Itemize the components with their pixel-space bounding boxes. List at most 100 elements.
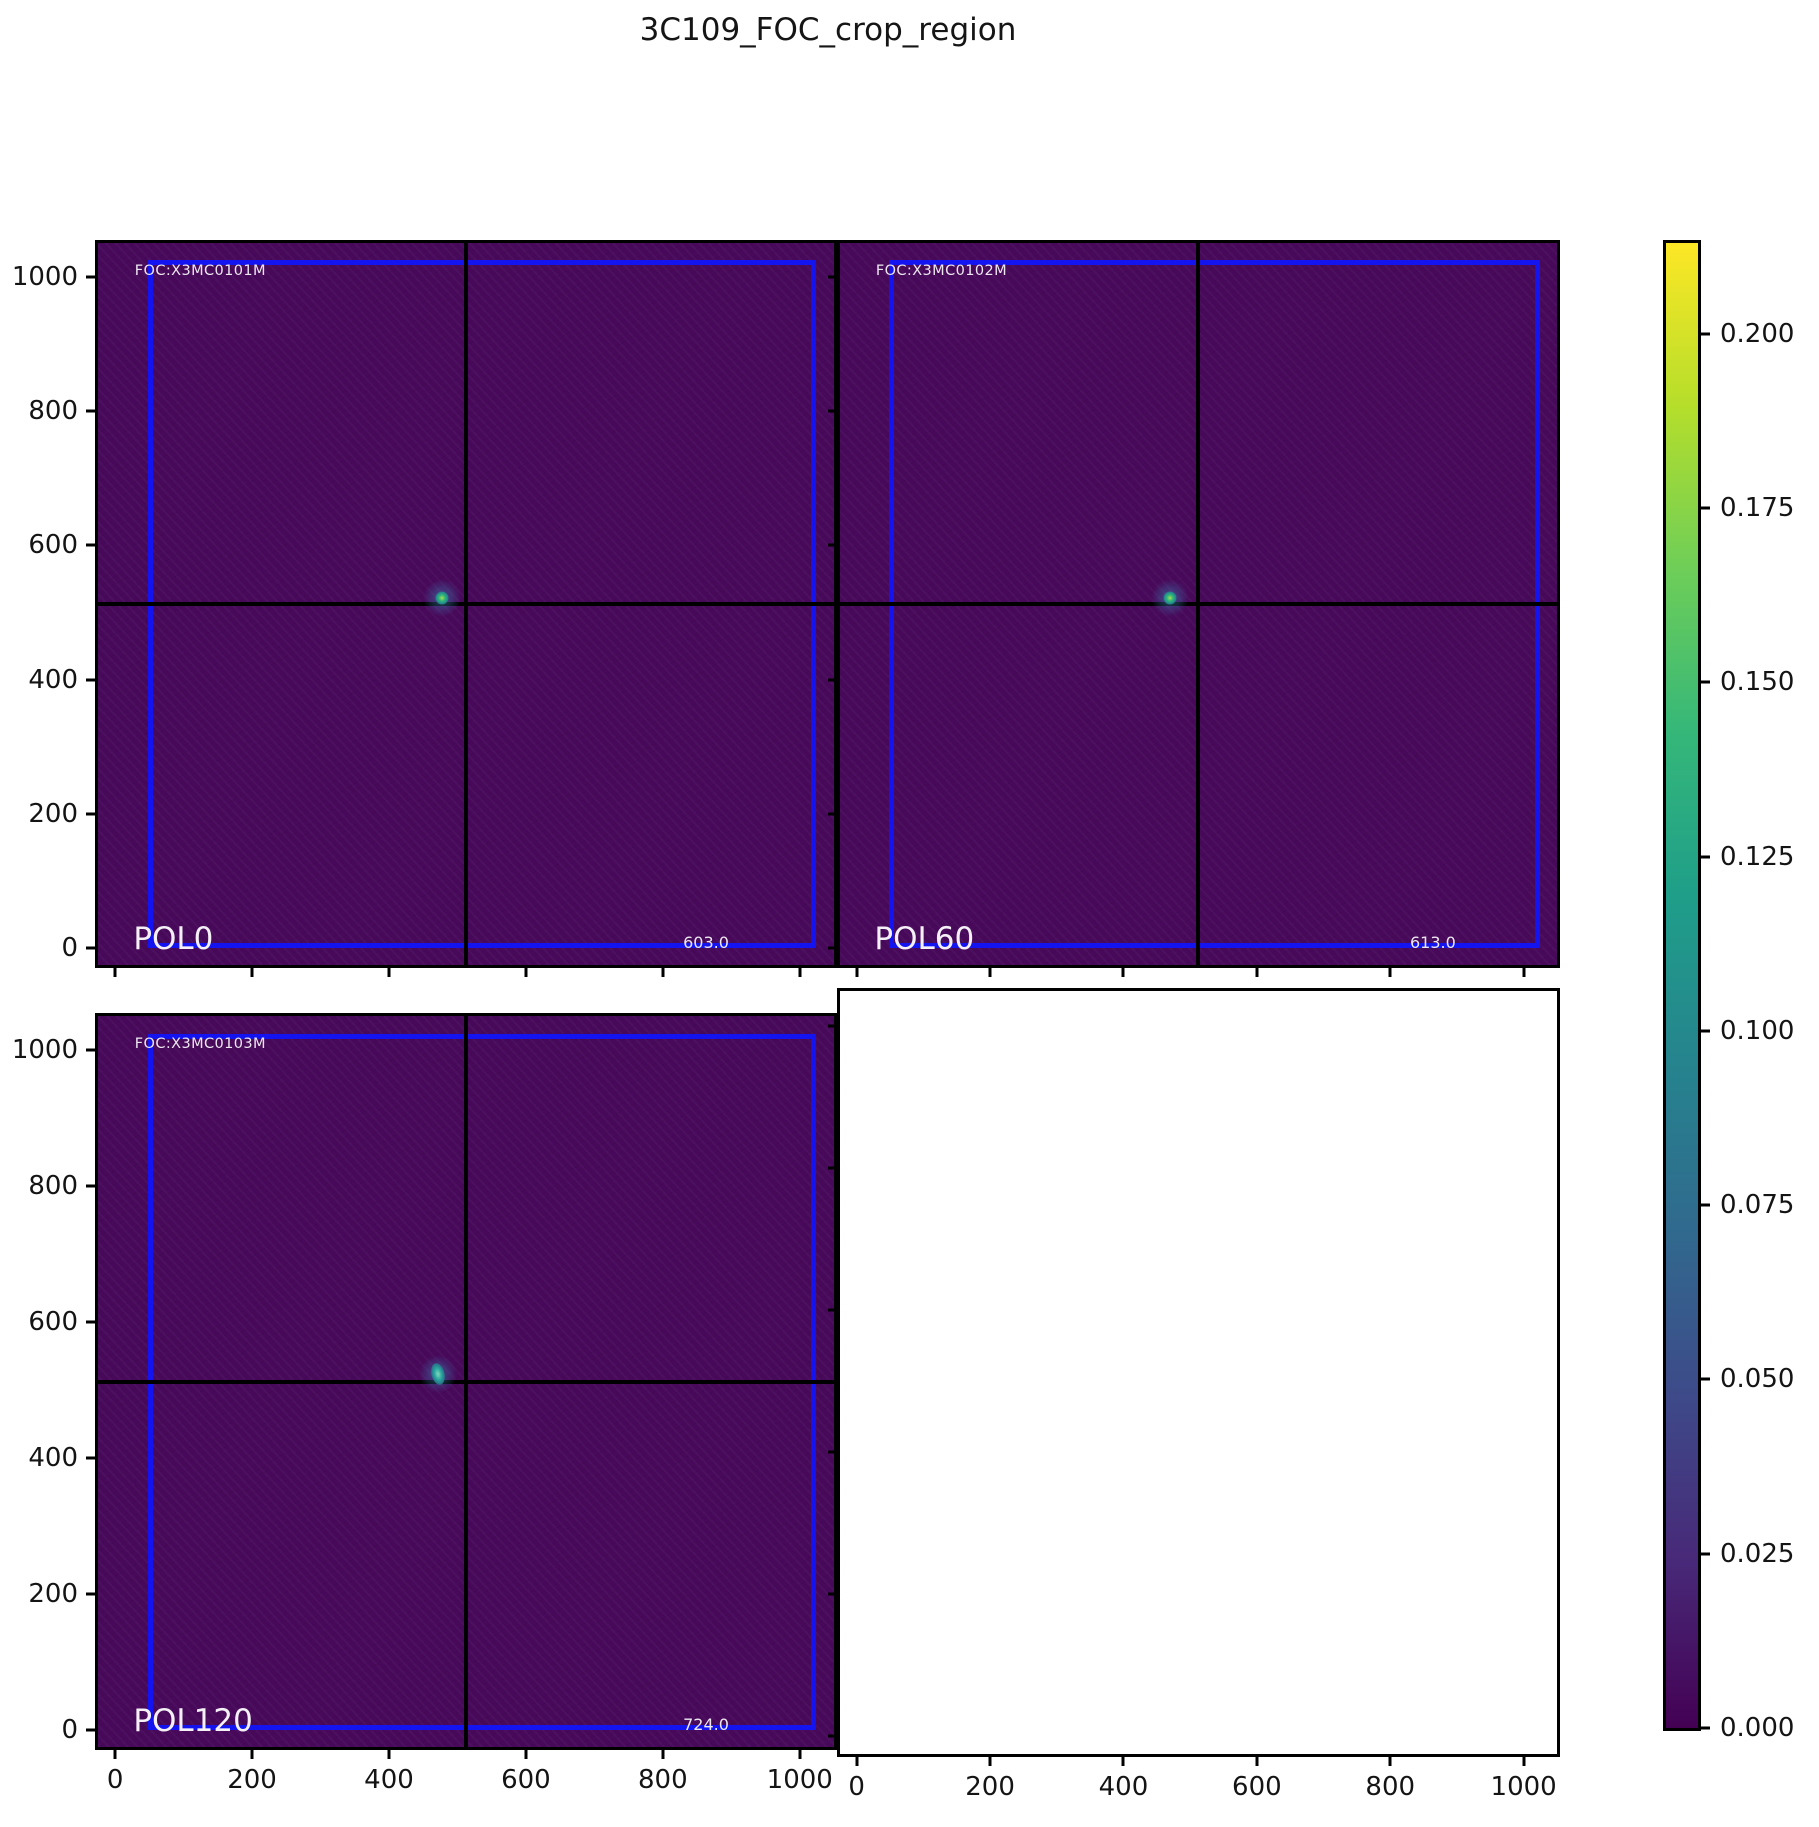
colorbar-tick [1698,506,1710,510]
x-axis-tick-label: 800 [638,1765,688,1795]
x-axis-tick [798,1747,802,1759]
x-axis-tick [855,965,859,977]
panel-pol120: FOC:X3MC0103M POL120 724.0 0 0 200 200 400 40… [12,1013,837,1795]
polarizer-label: POL60 [874,921,975,957]
y-axis-tick [86,1184,98,1188]
x-axis-tick [1121,965,1125,977]
x-axis-tick [387,965,391,977]
exposure-value-label: 613.0 [1410,933,1456,952]
y-axis-tick [828,543,840,547]
y-axis-tick [828,409,840,413]
exposure-value-label: 603.0 [683,933,729,952]
dataset-label: FOC:X3MC0102M [875,263,1008,280]
colorbar-tick [1698,1203,1710,1207]
colorbar-tick [1698,1029,1710,1033]
x-axis-tick [524,965,528,977]
y-axis-tick [828,1450,840,1454]
y-axis-tick-label: 600 [28,530,78,561]
y-axis-tick-label: 400 [28,1443,78,1473]
colorbar: 0.200 0.175 0.150 0.125 0.100 0.075 0.050 0.025… [1663,240,1794,1743]
y-axis-tick [86,409,98,413]
colorbar-tick-label: 0.050 [1720,1364,1795,1395]
chip-gap-horizontal-line [98,1379,834,1384]
x-axis-tick-label: 400 [1098,1772,1149,1802]
x-axis-tick-label: 0 [848,1772,865,1802]
y-axis-tick-label: 1000 [11,261,78,292]
y-axis-tick [828,275,840,279]
x-axis-tick [1388,965,1392,977]
y-axis-tick [86,1456,98,1460]
y-axis-tick [86,678,98,682]
polarizer-label: POL0 [133,921,214,957]
exposure-value-label: 724.0 [683,1715,729,1734]
x-axis-tick [387,1747,391,1759]
chip-gap-horizontal-line [840,602,1557,607]
x-axis-tick [1522,965,1526,977]
x-axis-tick-label: 200 [227,1765,277,1795]
x-axis-tick-label: 1000 [766,1765,833,1795]
y-axis-tick [828,1308,840,1312]
colorbar-tick-label: 0.075 [1720,1190,1795,1221]
x-axis-tick-label: 1000 [1490,1772,1557,1802]
panel-pol0: FOC:X3MC0101M POL0 603.0 0 200 400 600 800 10… [12,240,837,977]
point-source [435,591,449,605]
colorbar-tick-label: 0.200 [1720,318,1795,349]
x-axis-tick [661,1747,665,1759]
y-axis-tick [828,678,840,682]
y-axis-tick [828,1024,840,1028]
point-source [1163,591,1177,605]
x-axis-tick [113,1747,117,1759]
y-axis-tick-label: 200 [28,798,78,829]
dataset-label: FOC:X3MC0103M [134,1036,266,1053]
x-axis-tick-label: 600 [501,1765,551,1795]
x-axis-tick [855,1754,859,1766]
y-axis-tick-label: 600 [28,1307,78,1337]
colorbar-tick-label: 0.100 [1720,1015,1795,1046]
colorbar-tick [1698,1377,1710,1381]
x-axis-tick [1255,1754,1259,1766]
colorbar-tick-label: 0.025 [1720,1538,1795,1569]
y-axis-tick [86,1320,98,1324]
x-axis-tick-label: 0 [106,1765,124,1795]
x-axis-tick [1388,1754,1392,1766]
y-axis-tick-label: 0 [61,933,78,964]
colorbar-tick [1698,332,1710,336]
y-axis-tick [86,1728,98,1732]
y-axis-tick [828,1166,840,1170]
y-axis-tick-label: 0 [61,1715,78,1745]
x-axis-tick [250,965,254,977]
colorbar-tick-label: 0.000 [1720,1713,1795,1743]
dataset-label: FOC:X3MC0101M [134,263,266,280]
colorbar-tick-label: 0.175 [1720,492,1795,523]
y-axis-tick [86,1592,98,1596]
y-axis-tick [86,275,98,279]
colorbar-tick [1698,680,1710,684]
chip-gap-horizontal-line [98,602,834,607]
y-axis-tick [828,812,840,816]
x-axis-tick [1255,965,1259,977]
y-axis-tick-label: 800 [28,1171,78,1201]
y-axis-tick [86,946,98,950]
x-axis-tick [524,1747,528,1759]
x-axis-tick [988,965,992,977]
figure-title: 3C109_FOC_crop_region [639,12,1017,48]
polarizer-label: POL120 [133,1703,253,1739]
y-axis-tick [828,946,840,950]
y-axis-tick-label: 800 [28,395,78,426]
x-axis-tick [1121,1754,1125,1766]
x-axis-tick-label: 400 [364,1765,414,1795]
x-axis-tick [988,1754,992,1766]
x-axis-tick-label: 600 [1232,1772,1282,1802]
colorbar-tick-label: 0.125 [1720,841,1795,872]
x-axis-tick-label: 800 [1365,1772,1416,1802]
y-axis-tick-label: 200 [28,1579,78,1609]
y-axis-tick [86,1048,98,1052]
y-axis-tick [86,543,98,547]
colorbar-tick [1698,1552,1710,1556]
x-axis-tick [250,1747,254,1759]
panel-pol60: FOC:X3MC0102M POL60 613.0 [828,240,1560,977]
y-axis-tick-label: 1000 [11,1035,78,1065]
y-axis-tick [828,1734,840,1738]
y-axis-tick [828,1592,840,1596]
panel-empty: 0 200 400 600 800 1000 [828,988,1560,1802]
